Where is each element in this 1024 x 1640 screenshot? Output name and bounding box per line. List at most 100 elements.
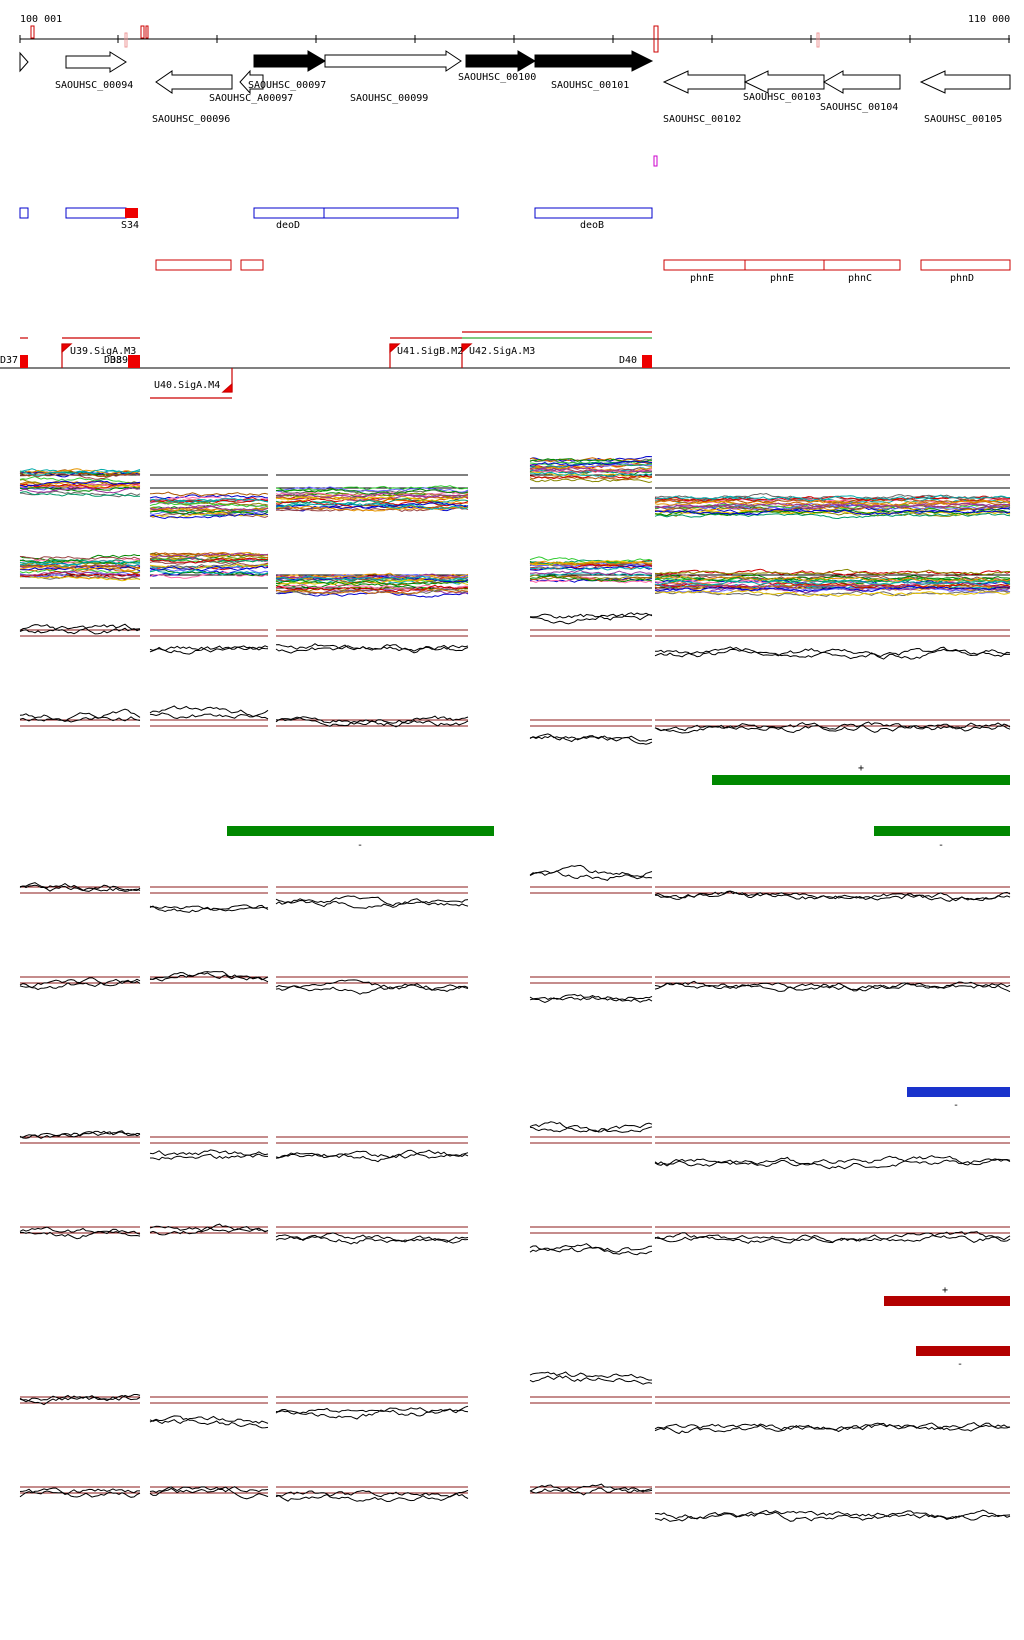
terminator-block[interactable] xyxy=(128,355,140,368)
terminator-block[interactable] xyxy=(642,355,652,368)
gene-box[interactable] xyxy=(663,259,746,271)
ruler-mark xyxy=(140,25,145,39)
gene-arrow-SAOUHSC-A00097[interactable] xyxy=(239,69,264,95)
expression-profile-line xyxy=(149,970,269,981)
expression-profile-line xyxy=(275,1149,469,1159)
gene-arrow-SAOUHSC-00096[interactable] xyxy=(155,70,233,94)
expression-profile-line xyxy=(19,716,141,723)
expression-profile-line xyxy=(654,494,1011,502)
expression-profile-line xyxy=(19,1130,141,1139)
terminator-label[interactable]: D37 xyxy=(0,355,18,366)
expression-profile-line xyxy=(275,498,469,506)
expression-profile-line xyxy=(275,984,469,995)
expression-profile-line xyxy=(530,576,653,584)
strand-bar-condition-3-plus[interactable] xyxy=(884,1296,1010,1306)
gene-box[interactable] xyxy=(323,207,459,219)
expression-profile-line xyxy=(275,501,469,510)
expression-profile-line xyxy=(529,735,653,743)
strand-bar-condition-1-minus[interactable] xyxy=(227,826,494,836)
promoter-label[interactable]: U42.SigA.M3 xyxy=(469,346,535,357)
expression-profile-line xyxy=(654,581,1011,589)
expression-profile-line xyxy=(654,722,1011,734)
expression-profile-line xyxy=(654,1509,1011,1520)
expression-profile-line xyxy=(149,566,269,574)
expression-profile-line xyxy=(19,480,141,488)
expression-profile-line xyxy=(149,506,269,512)
promoter-label[interactable]: U41.SigB.M2 xyxy=(397,346,463,357)
expression-profile-line xyxy=(149,491,269,497)
gene-box[interactable] xyxy=(155,259,232,271)
expression-profile-line xyxy=(149,972,269,983)
feature-mark xyxy=(653,155,658,167)
expression-profile-line xyxy=(275,485,468,492)
expression-profile-line xyxy=(654,1422,1011,1435)
gene-box[interactable] xyxy=(920,259,1011,271)
expression-profile-line xyxy=(19,486,141,492)
gene-name-label: S34 xyxy=(121,220,139,231)
expression-profile-line xyxy=(19,979,141,991)
expression-profile-line xyxy=(149,712,269,720)
expression-profile-line xyxy=(149,1223,269,1233)
gene-arrow-SAOUHSC-00097[interactable] xyxy=(253,50,326,72)
gene-arrow-SAOUHSC-00094[interactable] xyxy=(65,51,127,73)
strand-bar-condition-1-plus[interactable] xyxy=(712,775,1010,785)
expression-profile-line xyxy=(275,1235,469,1245)
terminator-label[interactable]: D38 xyxy=(104,355,122,366)
expression-profile-line xyxy=(529,574,653,583)
expression-profile-line xyxy=(529,559,653,566)
gene-arrow-SAOUHSC-00100[interactable] xyxy=(465,50,536,72)
terminator-label[interactable]: D40 xyxy=(619,355,637,366)
promoter-label[interactable]: U39.SigA.M3 xyxy=(70,346,136,357)
strand-bar-condition-3-minus[interactable] xyxy=(916,1346,1010,1356)
gene-arrow-SAOUHSC-00103[interactable] xyxy=(743,70,825,94)
gene-label: SAOUHSC_00094 xyxy=(55,80,133,91)
ruler-end-label: 110 000 xyxy=(968,14,1010,25)
expression-profile-line xyxy=(19,565,141,572)
expression-profile-line xyxy=(654,1511,1011,1522)
expression-profile-line xyxy=(275,1408,469,1420)
expression-profile-line xyxy=(654,1422,1011,1431)
expression-profile-line xyxy=(654,574,1011,582)
gene-arrow-partial[interactable] xyxy=(19,51,29,73)
expression-profile-line xyxy=(654,508,1011,516)
expression-profile-line xyxy=(654,508,1011,517)
ruler-mark xyxy=(30,25,35,39)
expression-profile-line xyxy=(529,864,653,878)
ruler-mark xyxy=(653,25,659,53)
regulatory-track: U39.SigA.M3 U40.SigA.M4 U41.SigB.M2 U42.… xyxy=(0,331,1010,399)
expression-profile-line xyxy=(19,575,141,580)
gene-name-label: deoD xyxy=(276,220,300,231)
gene-box[interactable] xyxy=(823,259,901,271)
gene-box[interactable] xyxy=(534,207,653,219)
strand-bar-condition-1-minus[interactable] xyxy=(874,826,1010,836)
gene-arrow-SAOUHSC-00099[interactable] xyxy=(324,50,462,72)
gene-track xyxy=(19,50,1011,95)
gene-arrow-SAOUHSC-00102[interactable] xyxy=(662,70,746,94)
gene-box[interactable] xyxy=(744,259,825,271)
expression-profile-line xyxy=(654,1155,1011,1168)
gene-arrow-SAOUHSC-00105[interactable] xyxy=(919,70,1011,94)
gene-label: SAOUHSC_00100 xyxy=(458,72,536,83)
terminator-label[interactable]: D39 xyxy=(110,355,128,366)
gene-box-filled[interactable] xyxy=(125,208,138,218)
gene-box[interactable] xyxy=(19,207,29,219)
gene-arrow-SAOUHSC-00101[interactable] xyxy=(534,50,654,72)
expression-profile-line xyxy=(19,475,141,485)
terminator-block[interactable] xyxy=(20,355,28,368)
strand-bar-sign: - xyxy=(357,840,363,851)
expression-profile-line xyxy=(20,559,141,566)
gene-arrow-SAOUHSC-00104[interactable] xyxy=(823,70,901,94)
promoter-label[interactable]: U40.SigA.M4 xyxy=(154,380,220,391)
expression-profile-line xyxy=(275,488,469,495)
expression-profile-line xyxy=(149,505,269,512)
expression-profile-line xyxy=(654,1156,1011,1170)
strand-bar-sign: - xyxy=(953,1100,959,1111)
gene-box[interactable] xyxy=(65,207,127,219)
ruler-mark xyxy=(124,32,128,48)
gene-box[interactable] xyxy=(253,207,325,219)
gene-box[interactable] xyxy=(240,259,264,271)
expression-profile-line xyxy=(654,499,1011,507)
strand-bar-condition-2-minus[interactable] xyxy=(907,1087,1010,1097)
expression-profile-line xyxy=(19,1488,140,1495)
